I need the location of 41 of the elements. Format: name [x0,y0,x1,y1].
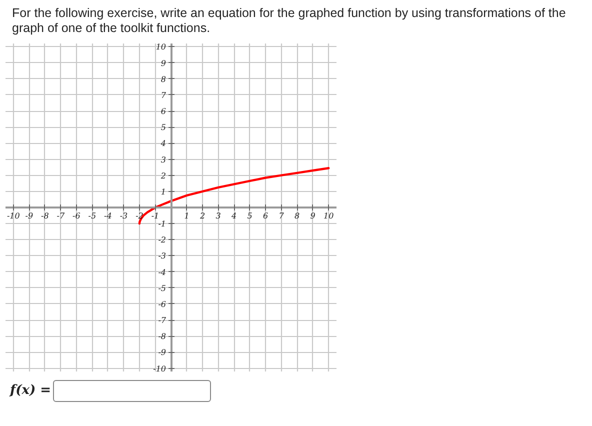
y-tick-label: 1 [160,187,166,196]
x-tick-label: 10 [324,212,334,220]
x-tick-label: -3 [120,212,128,220]
y-tick-label: 4 [160,139,166,148]
y-tick-label: -4 [158,268,166,277]
y-tick-label: -6 [158,300,166,309]
y-tick-label: -10 [153,364,166,374]
y-tick-label: -1 [158,220,166,229]
chart-title: For the following exercise, write an equation for the graphed function by using transformations of the graph of one of the toolkit functions. [12,6,567,36]
x-tick-label: 6 [263,212,268,220]
x-tick-label: 2 [198,212,206,220]
x-tick-label: -5 [88,212,96,220]
x-tick-label: -7 [56,212,66,220]
y-tick-label: -5 [158,284,166,293]
y-tick-label: 5 [160,123,166,132]
x-tick-label: 4 [230,212,237,220]
x-tick-label: 8 [294,212,300,220]
x-tick-label: -2 [136,212,144,220]
y-tick-label: -7 [158,316,167,326]
y-tick-label: -9 [158,348,166,358]
x-tick-label: 1 [184,212,190,220]
x-tick-label: 3 [216,212,221,220]
x-tick-label: 9 [310,212,316,220]
y-tick-label: 6 [160,107,166,116]
x-tick-label: 7 [278,212,285,220]
y-tick-label: 2 [160,171,166,180]
y-tick-label: -2 [158,236,166,245]
y-tick-label: -3 [158,252,166,261]
x-tick-label: -4 [104,212,112,220]
y-tick-label: 10 [156,42,166,52]
x-tick-label: -10 [6,212,20,220]
x-tick-label: -9 [25,212,34,220]
y-tick-label: -8 [158,332,166,342]
x-tick-label: -8 [41,212,49,220]
y-tick-label: 9 [160,58,166,68]
y-tick-label: 8 [160,74,166,84]
x-tick-label: 5 [247,212,252,220]
y-tick-label: 7 [160,90,167,100]
text: f(x) = [10,382,52,400]
y-tick-label: 3 [160,155,166,164]
x-tick-label: -6 [72,212,80,220]
